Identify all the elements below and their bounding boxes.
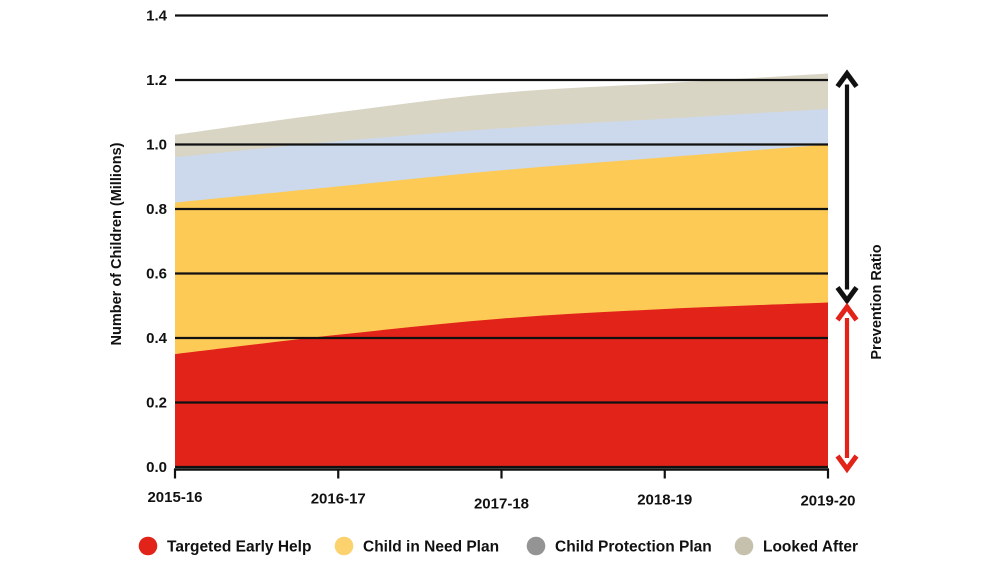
x-tick-label: 2017-18 <box>474 496 529 513</box>
gridlines <box>175 14 828 469</box>
y-tick-label: 1.4 <box>146 8 168 25</box>
y-tick-label: 1.0 <box>146 137 167 154</box>
legend-dot <box>334 536 354 556</box>
black-double-arrow-head-bottom <box>835 286 859 305</box>
x-tick-label: 2019-20 <box>800 493 855 510</box>
black-double-arrow-head-top <box>835 69 859 89</box>
legend-item-child-in-need-plan: Child in Need Plan <box>334 536 499 556</box>
legend-label: Looked After <box>763 539 858 556</box>
legend-label: Child Protection Plan <box>555 539 712 556</box>
legend-dot <box>734 536 754 556</box>
legend-item-looked-after: Looked After <box>734 536 858 556</box>
legend-item-targeted-early-help: Targeted Early Help <box>138 536 311 556</box>
legend-dot <box>138 536 158 556</box>
y-tick-label: 1.2 <box>146 72 167 89</box>
x-tick-labels: 2015-16 2016-17 2017-18 2018-19 2019-20 <box>147 489 855 513</box>
legend-label: Child in Need Plan <box>363 539 499 556</box>
legend-label: Targeted Early Help <box>167 539 311 556</box>
black-double-arrow <box>835 69 859 305</box>
red-double-arrow-head-bottom <box>835 454 859 474</box>
legend-item-child-protection-plan: Child Protection Plan <box>526 536 712 556</box>
x-tick-label: 2018-19 <box>637 492 692 509</box>
red-double-arrow <box>835 302 859 474</box>
prevention-ratio-label: Prevention Ratio <box>869 244 885 359</box>
area-targeted-early-help <box>175 302 828 467</box>
y-tick-label: 0.2 <box>146 395 167 412</box>
y-axis-title: Number of Children (Millions) <box>109 142 125 345</box>
x-tick-label: 2015-16 <box>147 489 202 506</box>
chart-areas <box>175 73 828 467</box>
x-tick-label: 2016-17 <box>311 491 366 508</box>
legend-dot <box>526 536 546 556</box>
x-axis <box>173 468 830 479</box>
legend: Targeted Early Help Child in Need Plan Chi… <box>138 536 858 556</box>
y-tick-labels: 0.0 0.2 0.4 0.6 0.8 1.0 1.2 1.4 <box>146 8 168 477</box>
red-double-arrow-head-top <box>835 302 859 322</box>
prevention-ratio-arrows <box>835 69 859 474</box>
y-tick-label: 0.4 <box>146 330 168 347</box>
y-tick-label: 0.6 <box>146 266 167 283</box>
y-tick-label: 0.0 <box>146 459 167 476</box>
y-tick-label: 0.8 <box>146 201 167 218</box>
